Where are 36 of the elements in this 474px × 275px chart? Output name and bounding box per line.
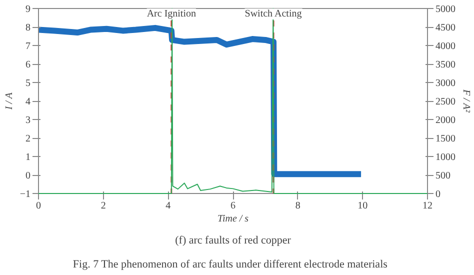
y2-tick-label: 4000 [436, 41, 456, 52]
y2-tick-label: 3000 [436, 78, 456, 89]
x-tick-label: 6 [230, 200, 236, 212]
y2-tick-label: 5000 [436, 4, 456, 15]
y2-tick-label: 1000 [436, 152, 456, 163]
x-tick-label: 8 [295, 200, 300, 212]
y-tick-label: 5 [26, 78, 30, 89]
x-tick-label: 4 [166, 200, 171, 212]
y-tick-label: 9 [26, 4, 30, 15]
y2-tick-label: 0 [436, 189, 440, 200]
y2-tick-label: 4500 [436, 22, 456, 34]
y2-tick-label: 1500 [436, 134, 456, 144]
y-tick-label: 1 [26, 152, 30, 163]
y-tick-label: −1 [20, 189, 30, 200]
y2-tick-label: 500 [436, 170, 450, 182]
y-tick-label: 7 [26, 41, 30, 52]
ref-line-label: Switch Acting [244, 8, 302, 20]
y-tick-label: 3 [26, 115, 30, 126]
y-tick-label: 4 [26, 96, 30, 108]
caption: Fig. 7 The phenomenon of arc faults under different electrode materials [72, 258, 388, 270]
ref-line-label: Arc Ignition [146, 8, 196, 20]
y2-axis-title: F / A² [460, 88, 472, 114]
x-axis-title: Time / s [217, 214, 249, 224]
x-tick-label: 2 [100, 200, 106, 212]
x-tick-label: 0 [36, 200, 41, 212]
x-tick-label: 10 [358, 200, 368, 212]
y-tick-label: 0 [26, 170, 30, 182]
y2-tick-label: 2500 [436, 96, 456, 108]
y-tick-label: 6 [26, 60, 30, 70]
x-tick-label: 12 [422, 200, 432, 212]
text: (f) arc faults of red copper [175, 234, 292, 246]
y2-tick-label: 3500 [436, 60, 456, 70]
y-tick-label: 8 [26, 22, 30, 34]
y2-tick-label: 2000 [436, 115, 456, 126]
y-axis-title: I / A [4, 92, 15, 111]
y-tick-label: 2 [26, 134, 30, 144]
